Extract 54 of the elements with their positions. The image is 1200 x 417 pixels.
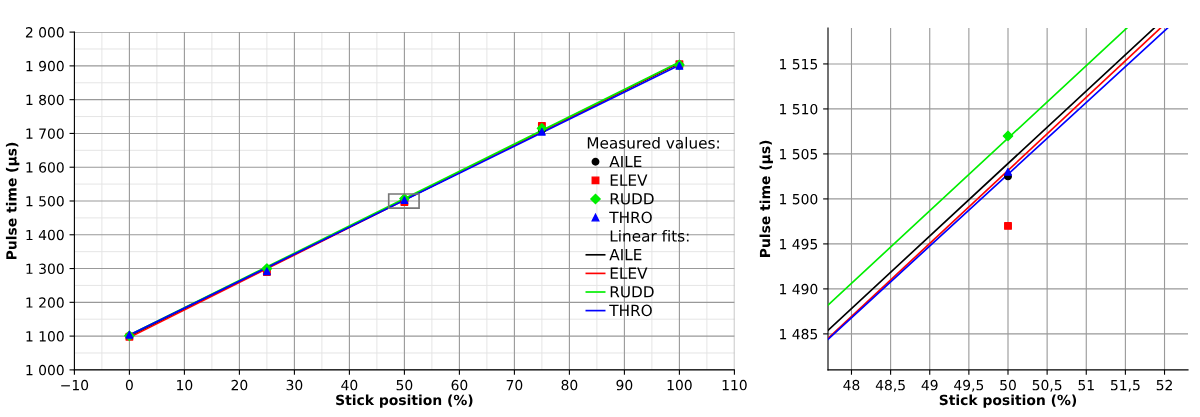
y-tick-label: 1 800 (26, 94, 64, 106)
y-tick-label: 1 500 (26, 195, 64, 207)
y-tick-label: 1 900 (26, 60, 64, 72)
x-tick-label: 90 (616, 379, 633, 391)
y-tick-label: 2 000 (25, 27, 64, 38)
y-axis-title: Pulse time (µs) (5, 142, 20, 260)
x-tick-label: 50,5 (1032, 379, 1062, 392)
x-tick-label: 0 (125, 379, 133, 391)
legend-label: ELEV (610, 174, 648, 186)
x-tick-label: 52 (1156, 379, 1172, 391)
x-tick-label: 110 (722, 379, 747, 391)
legend-label: THRO (609, 304, 652, 317)
x-axis-title: Stick position (%) (939, 394, 1077, 408)
annotation: Linear fits: (610, 229, 689, 242)
legend-label: THRO (609, 211, 652, 224)
y-tick-label: 1 300 (26, 263, 64, 275)
y-tick-label: 1 505 (780, 148, 818, 160)
x-tick-label: 48 (843, 379, 860, 391)
y-axis-title: Pulse time (µs) (759, 140, 773, 257)
x-tick-label: −10 (61, 379, 89, 391)
y-tick-label: 1 100 (26, 331, 64, 342)
legend-title: Measured values: (587, 136, 719, 149)
y-tick-label: 1 700 (26, 128, 64, 139)
y-tick-label: 1 495 (780, 238, 818, 250)
x-tick-label: 49,5 (954, 379, 984, 392)
y-tick-label: 1 500 (780, 193, 818, 205)
x-tick-label: 48,5 (875, 379, 905, 392)
y-tick-label: 1 400 (26, 229, 64, 241)
x-tick-label: 30 (286, 379, 303, 391)
legend-label: AILE (609, 155, 642, 168)
y-tick-label: 1 600 (26, 162, 64, 173)
y-tick-label: 1 515 (780, 59, 818, 70)
x-tick-label: 100 (667, 379, 692, 391)
x-tick-label: 60 (451, 379, 468, 391)
x-tick-label: 50 (396, 379, 413, 391)
x-tick-label: 10 (177, 379, 193, 391)
legend-label: RUDD (610, 286, 654, 298)
x-tick-label: 51 (1078, 380, 1094, 391)
legend-label: ELEV (610, 267, 648, 279)
x-tick-label: 20 (231, 379, 248, 391)
y-tick-label: 1 200 (26, 297, 64, 308)
x-tick-label: 80 (561, 379, 578, 391)
x-tick-label: 51,5 (1111, 380, 1140, 392)
x-tick-label: 49 (921, 379, 938, 391)
legend-label: AILE (609, 249, 642, 261)
x-tick-label: 70 (506, 379, 523, 391)
x-tick-label: 40 (341, 379, 358, 391)
x-tick-label: 50 (1000, 379, 1016, 391)
y-tick-label: 1 490 (780, 283, 818, 295)
y-tick-label: 1 510 (780, 103, 818, 115)
y-tick-label: 1 000 (26, 364, 64, 376)
legend-label: RUDD (610, 193, 654, 205)
y-tick-label: 1 485 (780, 328, 818, 340)
x-axis-title: Stick position (%) (336, 394, 473, 408)
